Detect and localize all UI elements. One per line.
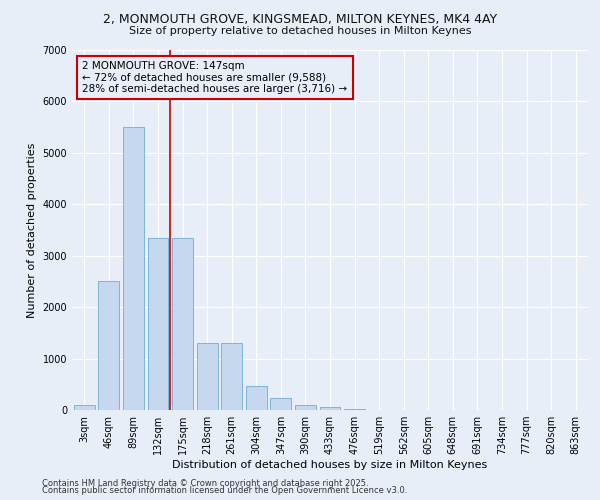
- Bar: [320, 408, 340, 410]
- X-axis label: Distribution of detached houses by size in Milton Keynes: Distribution of detached houses by size …: [172, 460, 488, 470]
- Bar: [98, 282, 119, 410]
- Bar: [74, 405, 95, 410]
- Bar: [271, 398, 292, 410]
- Y-axis label: Number of detached properties: Number of detached properties: [27, 142, 37, 318]
- Bar: [246, 386, 267, 410]
- Text: 2 MONMOUTH GROVE: 147sqm
← 72% of detached houses are smaller (9,588)
28% of sem: 2 MONMOUTH GROVE: 147sqm ← 72% of detach…: [82, 61, 347, 94]
- Bar: [148, 238, 169, 410]
- Bar: [295, 405, 316, 410]
- Text: 2, MONMOUTH GROVE, KINGSMEAD, MILTON KEYNES, MK4 4AY: 2, MONMOUTH GROVE, KINGSMEAD, MILTON KEY…: [103, 12, 497, 26]
- Bar: [221, 343, 242, 410]
- Text: Contains public sector information licensed under the Open Government Licence v3: Contains public sector information licen…: [42, 486, 407, 495]
- Bar: [172, 238, 193, 410]
- Bar: [197, 343, 218, 410]
- Bar: [123, 127, 144, 410]
- Text: Size of property relative to detached houses in Milton Keynes: Size of property relative to detached ho…: [129, 26, 471, 36]
- Text: Contains HM Land Registry data © Crown copyright and database right 2025.: Contains HM Land Registry data © Crown c…: [42, 478, 368, 488]
